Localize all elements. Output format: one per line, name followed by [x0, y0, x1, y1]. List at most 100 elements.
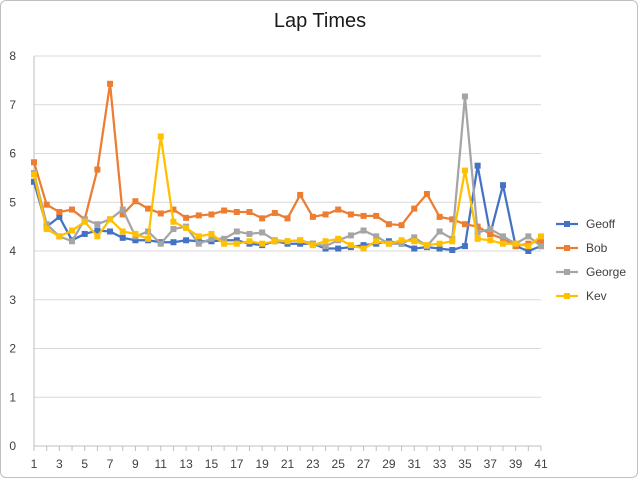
- data-point: [284, 238, 291, 245]
- x-tick-label: 19: [255, 457, 269, 471]
- data-point: [474, 229, 481, 236]
- data-point: [449, 216, 456, 223]
- data-point: [309, 242, 316, 249]
- data-point: [31, 178, 37, 185]
- data-point: [107, 80, 114, 87]
- data-point: [322, 238, 329, 245]
- x-tick-label: 31: [408, 457, 422, 471]
- data-point: [474, 162, 481, 169]
- data-point: [259, 240, 266, 247]
- data-point: [347, 242, 354, 249]
- data-point: [56, 213, 63, 220]
- data-point: [297, 191, 304, 198]
- data-point: [170, 226, 177, 233]
- data-point: [69, 206, 76, 213]
- data-point: [499, 182, 506, 189]
- data-point: [170, 239, 177, 246]
- data-point: [436, 213, 443, 220]
- y-tick-label: 0: [9, 439, 16, 453]
- data-point: [525, 248, 532, 254]
- data-point: [398, 222, 405, 229]
- data-point: [461, 93, 468, 100]
- y-tick-label: 3: [9, 293, 16, 307]
- legend-label: Kev: [586, 289, 607, 303]
- data-point: [436, 240, 443, 247]
- data-point: [411, 234, 418, 241]
- data-point: [538, 237, 544, 244]
- y-axis-ticks: 0 1 2 3 4 5 6 7 8: [9, 49, 16, 453]
- data-point: [373, 233, 380, 240]
- legend-item-bob: Bob: [556, 241, 608, 255]
- x-tick-label: 23: [306, 457, 320, 471]
- data-point: [411, 205, 418, 212]
- data-point: [347, 232, 354, 239]
- legend-item-geoff: Geoff: [556, 217, 616, 231]
- chart-title: Lap Times: [273, 10, 367, 32]
- data-point: [170, 218, 177, 225]
- data-point: [43, 226, 50, 233]
- data-point: [170, 206, 177, 213]
- legend-swatch-marker: [564, 269, 570, 275]
- series-kev: [31, 133, 544, 252]
- data-point: [360, 242, 367, 249]
- data-point: [246, 230, 253, 237]
- x-tick-label: 35: [458, 457, 472, 471]
- data-point: [525, 233, 532, 240]
- data-point: [538, 233, 544, 240]
- data-point: [474, 235, 481, 242]
- data-point: [461, 221, 468, 228]
- data-point: [246, 238, 253, 245]
- legend-item-kev: Kev: [556, 289, 607, 303]
- axes: [33, 56, 541, 447]
- data-point: [461, 243, 468, 250]
- data-point: [145, 235, 152, 242]
- legend-swatch-marker: [564, 245, 570, 251]
- data-point: [107, 228, 114, 235]
- data-point: [69, 238, 76, 245]
- data-point: [335, 206, 342, 213]
- data-point: [373, 212, 380, 219]
- data-point: [208, 230, 215, 237]
- data-point: [157, 133, 164, 140]
- data-point: [132, 237, 139, 244]
- x-tick-label: 33: [433, 457, 447, 471]
- series-layer: [31, 80, 544, 254]
- x-tick-label: 7: [107, 457, 114, 471]
- data-point: [94, 227, 101, 234]
- data-point: [157, 240, 164, 247]
- data-point: [81, 230, 88, 237]
- data-point: [284, 215, 291, 222]
- data-point: [119, 234, 126, 241]
- y-tick-label: 2: [9, 342, 16, 356]
- data-point: [461, 167, 468, 174]
- data-point: [309, 213, 316, 220]
- data-point: [297, 240, 304, 247]
- data-point: [94, 233, 101, 240]
- data-point: [499, 240, 506, 247]
- legend-label: Geoff: [586, 217, 616, 231]
- data-point: [538, 243, 544, 250]
- data-point: [271, 209, 278, 216]
- data-point: [360, 245, 367, 252]
- data-point: [157, 210, 164, 217]
- data-point: [208, 235, 215, 242]
- data-point: [487, 237, 494, 244]
- data-point: [385, 221, 392, 228]
- data-point: [56, 233, 63, 240]
- data-point: [195, 240, 202, 247]
- data-point: [512, 240, 519, 247]
- y-tick-label: 5: [9, 195, 16, 209]
- data-point: [360, 227, 367, 234]
- y-tick-label: 1: [9, 390, 16, 404]
- data-point: [360, 212, 367, 219]
- y-tick-label: 7: [9, 98, 16, 112]
- x-tick-label: 11: [155, 457, 168, 471]
- data-point: [259, 229, 266, 236]
- data-point: [499, 233, 506, 240]
- legend-swatch-marker: [564, 221, 570, 227]
- data-point: [449, 247, 456, 254]
- data-point: [69, 227, 76, 234]
- data-point: [322, 211, 329, 218]
- data-point: [436, 228, 443, 235]
